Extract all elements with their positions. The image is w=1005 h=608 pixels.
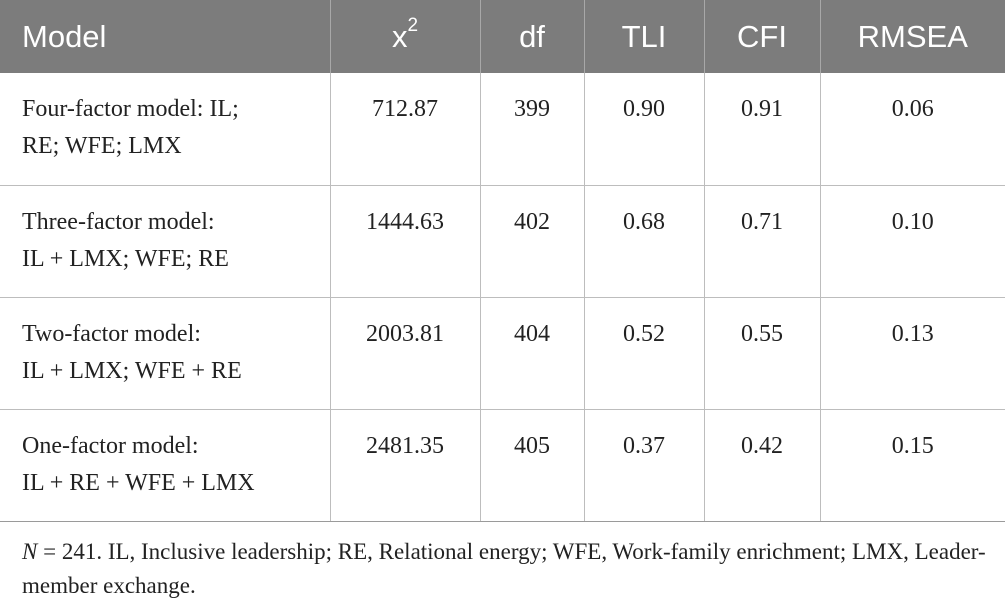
table-row: Four-factor model: IL; RE; WFE; LMX 712.…: [0, 73, 1005, 186]
cell-model: Two-factor model: IL + LMX; WFE + RE: [0, 297, 330, 410]
header-x2-superscript: 2: [407, 15, 419, 37]
cell-rmsea: 0.15: [819, 409, 1005, 522]
header-cfi: CFI: [703, 0, 820, 73]
table-header: Model x2 df TLI CFI RMSEA: [0, 0, 1005, 73]
cell-x2: 712.87: [329, 73, 480, 186]
header-df: df: [479, 0, 584, 73]
model-name-line-1: Four-factor model: IL;: [22, 96, 239, 122]
cell-x2: 2481.35: [329, 409, 480, 522]
cell-x2: 1444.63: [329, 185, 480, 298]
cell-model: One-factor model: IL + RE + WFE + LMX: [0, 409, 330, 522]
header-x2: x2: [329, 0, 480, 73]
table-row: One-factor model: IL + RE + WFE + LMX 24…: [0, 409, 1005, 522]
cell-rmsea: 0.10: [819, 185, 1005, 298]
table-row: Three-factor model: IL + LMX; WFE; RE 14…: [0, 185, 1005, 298]
model-fit-table: Model x2 df TLI CFI RMSEA Four-factor mo…: [0, 0, 1005, 522]
table-footnote: N = 241. IL, Inclusive leadership; RE, R…: [22, 535, 992, 603]
cell-tli: 0.68: [583, 185, 704, 298]
cell-df: 405: [479, 409, 584, 522]
model-name-line-1: Two-factor model:: [22, 320, 201, 347]
model-name-line-1: One-factor model:: [22, 432, 199, 459]
cell-rmsea: 0.13: [819, 297, 1005, 410]
cell-df: 404: [479, 297, 584, 410]
cell-df: 399: [479, 73, 584, 186]
cell-tli: 0.52: [583, 297, 704, 410]
table-body: Four-factor model: IL; RE; WFE; LMX 712.…: [0, 73, 1005, 522]
header-rmsea: RMSEA: [819, 0, 1005, 73]
cell-cfi: 0.42: [703, 409, 820, 522]
cell-tli: 0.90: [583, 73, 704, 186]
cell-model: Four-factor model: IL; RE; WFE; LMX: [0, 73, 330, 186]
cell-cfi: 0.55: [703, 297, 820, 410]
cell-tli: 0.37: [583, 409, 704, 522]
header-x2-base: x: [391, 18, 408, 54]
cell-x2: 2003.81: [329, 297, 480, 410]
footnote-n-variable: N: [22, 539, 38, 564]
cell-model: Three-factor model: IL + LMX; WFE; RE: [0, 185, 330, 298]
header-tli: TLI: [583, 0, 704, 73]
cell-cfi: 0.91: [703, 73, 820, 186]
model-name-line-2: IL + RE + WFE + LMX: [22, 469, 255, 496]
table-row: Two-factor model: IL + LMX; WFE + RE 200…: [0, 297, 1005, 410]
cell-cfi: 0.71: [703, 185, 820, 298]
model-name-line-1: Three-factor model:: [22, 208, 215, 235]
header-row: Model x2 df TLI CFI RMSEA: [0, 0, 1005, 73]
header-model: Model: [22, 18, 107, 54]
model-name-line-2: RE; WFE; LMX: [22, 133, 182, 160]
model-name-line-2: IL + LMX; WFE + RE: [22, 357, 242, 384]
footnote-text: = 241. IL, Inclusive leadership; RE, Rel…: [22, 539, 986, 598]
cell-rmsea: 0.06: [819, 73, 1005, 186]
model-name-line-2: IL + LMX; WFE; RE: [22, 245, 229, 272]
cell-df: 402: [479, 185, 584, 298]
